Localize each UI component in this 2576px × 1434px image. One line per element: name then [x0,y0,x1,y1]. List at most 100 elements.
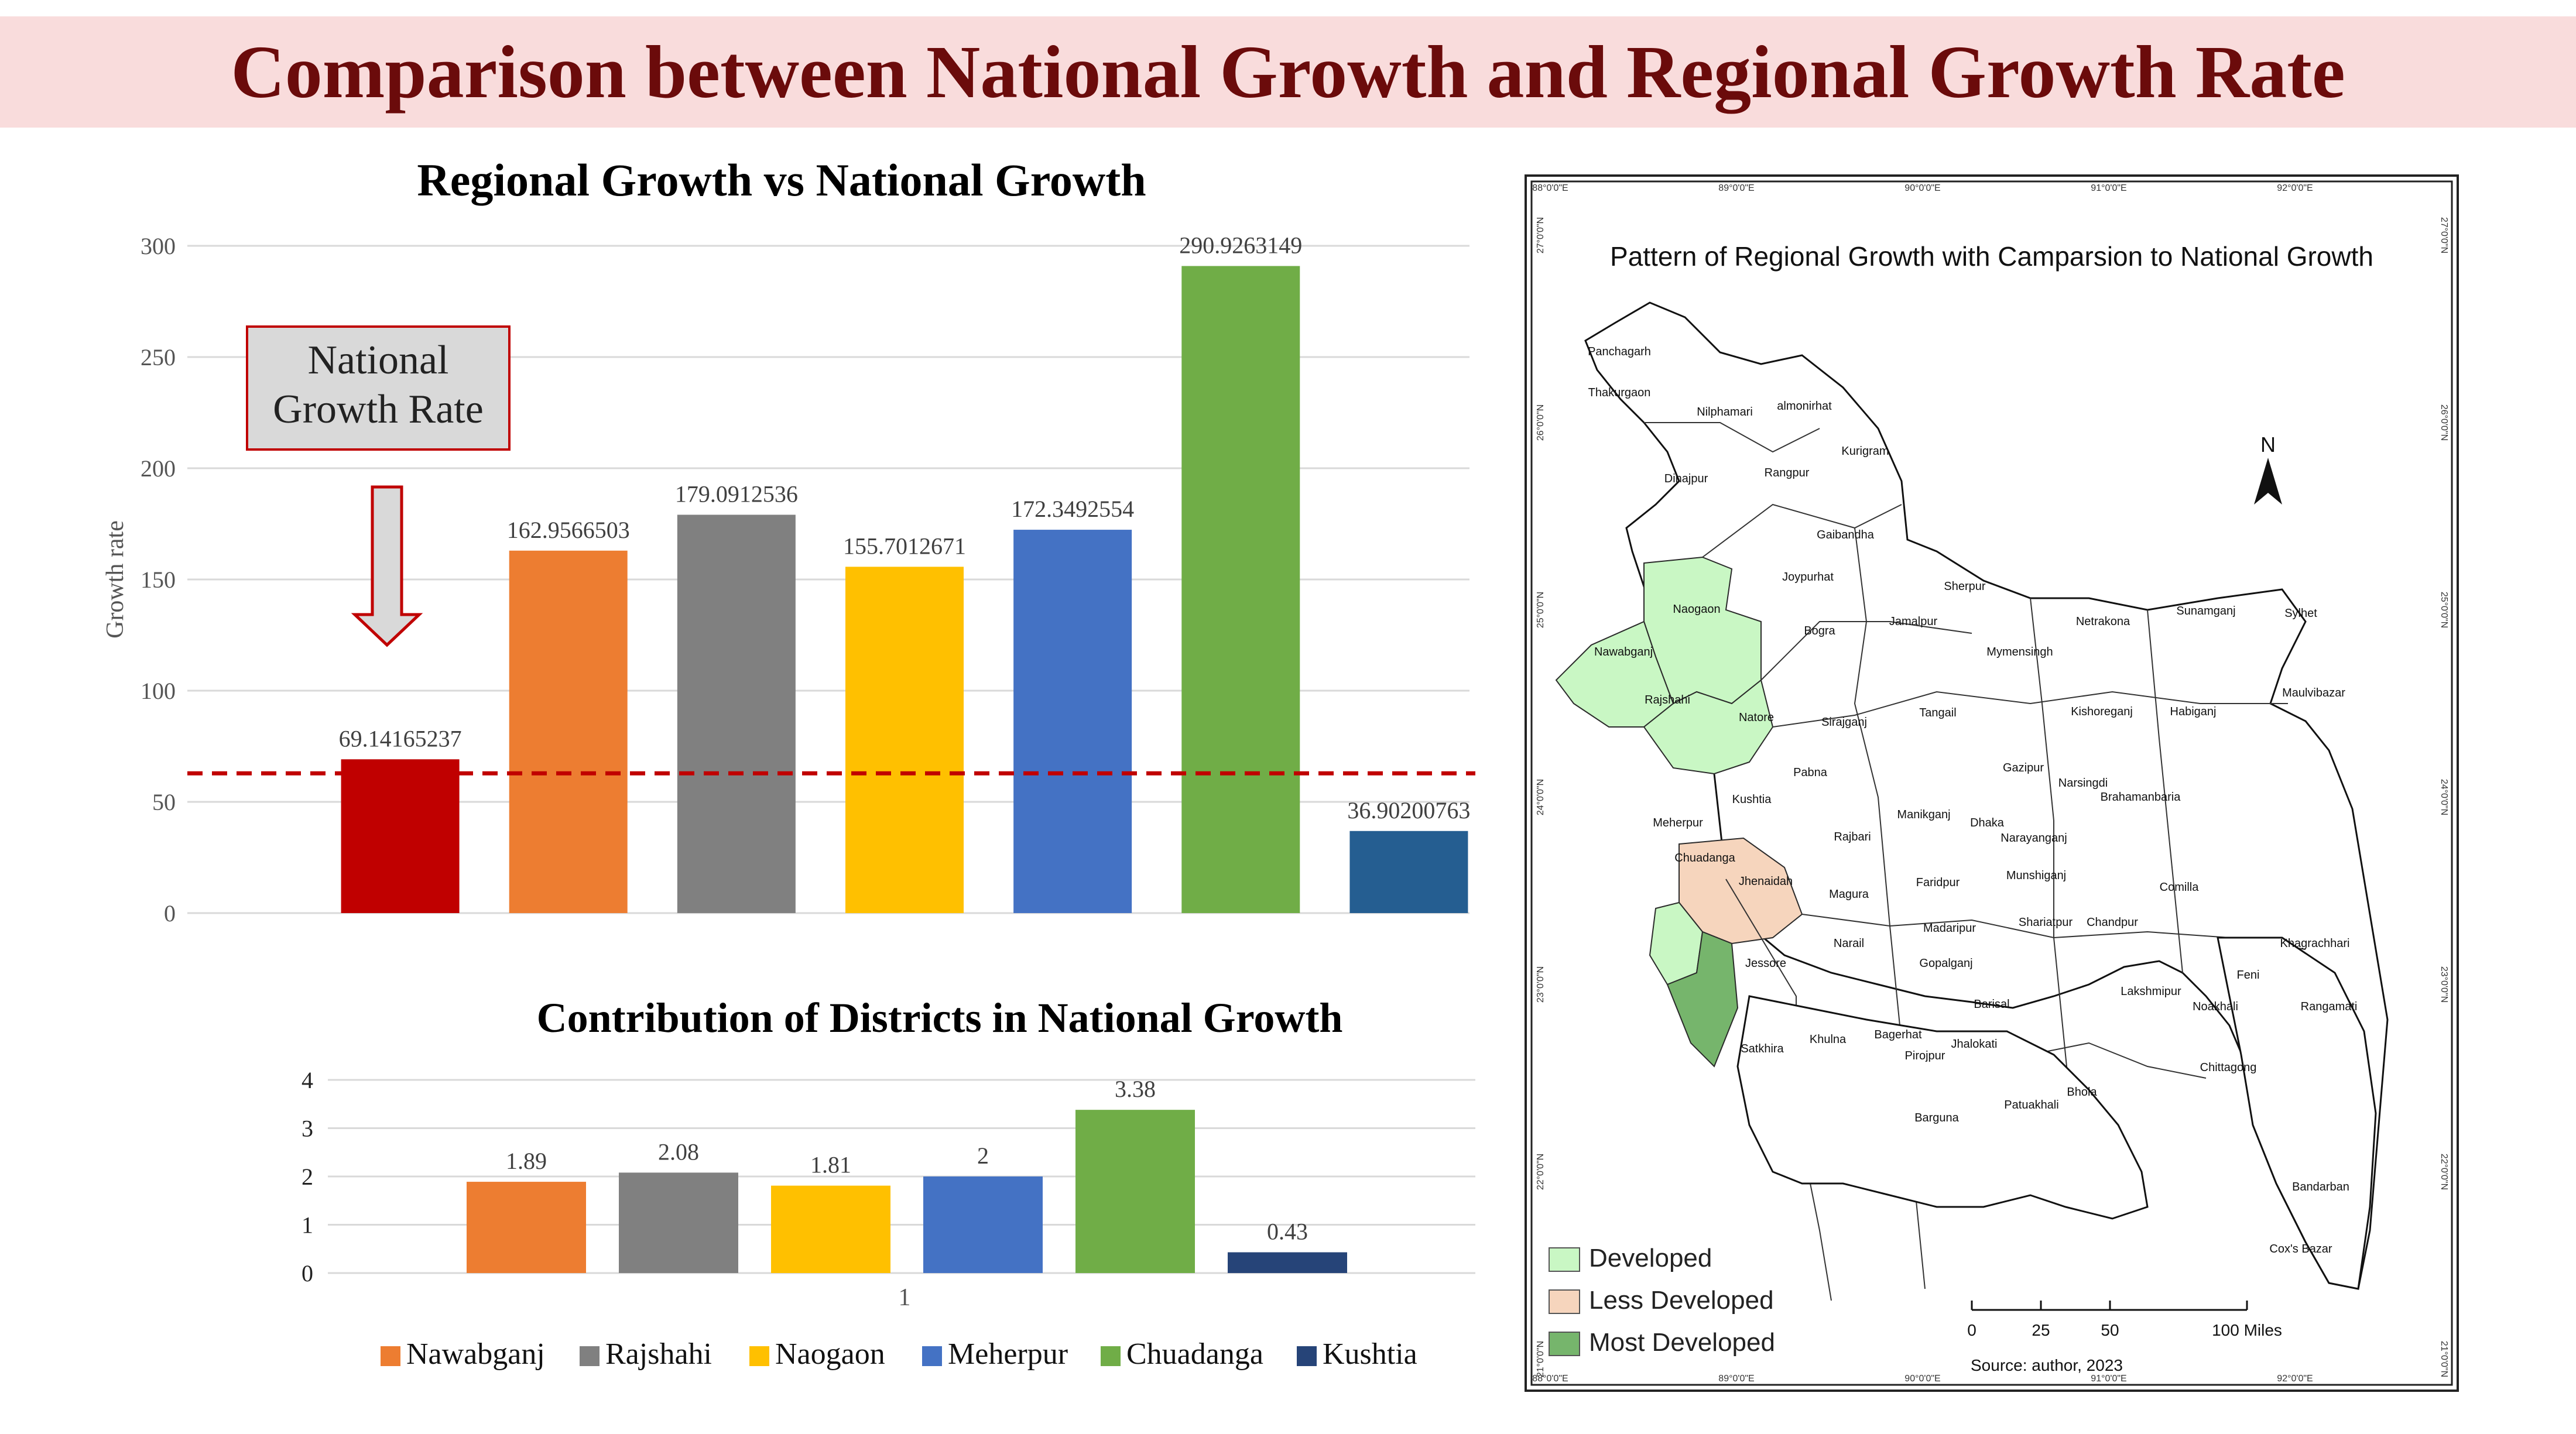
chart1-y-tick-label: 300 [141,233,176,259]
district-label: Mymensingh [1986,646,2053,658]
district-label: Tangail [1919,706,1956,719]
north-label: N [2260,433,2276,457]
legend-label-naogaon: Naogaon [775,1337,885,1371]
district-label: Gaibandha [1817,529,1875,541]
chart1-data-label: 162.9566503 [507,517,630,543]
district-contribution-chart: Contribution of Districts in National Gr… [302,994,1475,1371]
chart1-bar-meherpur [1013,530,1132,913]
longitude-tick-label-bottom: 92°0'0"E [2277,1374,2313,1384]
district-label: Bhola [2067,1086,2097,1099]
legend-swatch-rajshahi [580,1346,600,1366]
legend-swatch-chuadanga [1101,1346,1121,1366]
district-label: Habiganj [2170,705,2217,718]
district-label: Rajshahi [1645,694,1690,706]
chuadanga-region [1666,931,1739,1068]
district-label: Naogaon [1673,603,1720,616]
latitude-tick-label-right: 26°0'0"N [2439,404,2449,441]
district-label: Pirojpur [1905,1049,1945,1062]
district-label: Jhalokati [1951,1038,1998,1051]
district-label: Magura [1829,888,1869,901]
regional-growth-map: 88°0'0"E 88°0'0"E 89°0'0"E 89°0'0"E 90°0'0"E… [1525,174,2459,1392]
district-label: Barguna [1914,1111,1959,1124]
chart1-data-label: 36.90200763 [1347,797,1470,824]
district-label: almonirhat [1777,400,1832,413]
legend-swatch-naogaon [749,1346,769,1366]
chart1-y-tick-label: 0 [164,900,176,927]
district-label: Sherpur [1944,580,1985,593]
latitude-tick-label-right: 27°0'0"N [2439,217,2449,253]
chart2-bar-rajshahi [619,1172,738,1273]
chart1-data-label: 179.0912536 [675,481,798,507]
district-label: Madaripur [1923,922,1976,935]
chart2-data-label: 3.38 [1115,1076,1156,1102]
chart1-title: Regional Growth vs National Growth [417,155,1146,205]
chart2-category-label: 1 [899,1284,911,1311]
latitude-tick-label: 25°0'0"N [1536,592,1546,628]
map-legend-swatch [1549,1332,1580,1356]
district-label: Faridpur [1916,876,1960,889]
chart2-title: Contribution of Districts in National Gr… [537,994,1343,1041]
chart1-data-label: 69.14165237 [339,725,462,752]
district-label: Narayanganj [2000,832,2067,845]
national-growth-annotation-line1: National [307,338,448,383]
district-label: Maulvibazar [2282,687,2345,699]
chart1-data-label: 290.9263149 [1179,232,1302,258]
district-label: Khagrachhari [2280,937,2350,950]
legend-label-kushtia: Kushtia [1323,1337,1417,1371]
chart2-bar-naogaon [771,1185,890,1273]
district-label: Satkhira [1741,1042,1784,1055]
scale-bar: 0 25 50 100 Miles [1967,1301,2282,1339]
district-label: Jamalpur [1889,615,1938,628]
longitude-tick-label-bottom: 89°0'0"E [1718,1374,1754,1384]
district-label: Thakurgaon [1588,386,1651,399]
district-label: Feni [2237,969,2260,982]
latitude-tick-label-right: 23°0'0"N [2439,966,2449,1003]
scale-tick-label: 100 Miles [2212,1321,2282,1339]
chart2-y-tick-label: 2 [302,1164,313,1190]
latitude-tick-label: 22°0'0"N [1536,1154,1546,1190]
district-label: Kishoreganj [2071,705,2133,718]
chart1-bar-nawabganj [509,550,628,913]
national-growth-annotation-box [246,325,511,451]
rajshahi-region [1643,679,1774,775]
longitude-tick-label: 90°0'0"E [1904,183,1940,193]
chart2-y-tick-label: 4 [302,1067,313,1093]
district-label: Rajbari [1834,831,1871,843]
district-label: Manikganj [1897,808,1950,821]
longitude-tick-label: 92°0'0"E [2277,183,2313,193]
down-arrow-icon [351,485,423,647]
district-label: Patuakhali [2004,1099,2058,1111]
chart2-data-label: 0.43 [1267,1219,1308,1245]
north-arrow-icon [2254,458,2282,505]
title-banner: Comparison between National Growth and R… [0,16,2576,128]
district-label: Munshiganj [2006,869,2066,882]
district-label: Brahamanbaria [2101,791,2181,804]
latitude-tick-label: 26°0'0"N [1536,404,1546,441]
legend-label-chuadanga: Chuadanga [1126,1337,1263,1371]
southern-coast [1736,995,2149,1220]
district-label: Bogra [1804,625,1835,637]
district-label: Gopalganj [1919,957,1972,970]
legend-label-rajshahi: Rajshahi [605,1337,712,1371]
district-label: Gazipur [2003,761,2044,774]
district-label: Bagerhat [1874,1028,1922,1041]
chart1-bar-chuadanga [1181,266,1300,913]
district-label: Meherpur [1653,817,1703,829]
legend-swatch-kushtia [1297,1346,1317,1366]
longitude-tick-label-bottom: 90°0'0"E [1904,1374,1940,1384]
latitude-tick-label: 23°0'0"N [1536,966,1546,1003]
legend-label-meherpur: Meherpur [948,1337,1068,1371]
district-label: Sirajganj [1821,716,1867,729]
chart1-data-label: 155.7012671 [843,533,966,559]
map-legend-label: Developed [1589,1244,1712,1272]
district-label: Narsingdi [2058,777,2108,790]
latitude-tick-label-right: 25°0'0"N [2439,592,2449,628]
chart1-y-tick-label: 250 [141,344,176,370]
district-label: Rangamati [2301,1000,2358,1013]
district-label: Joypurhat [1782,571,1834,584]
district-label: Kushtia [1732,793,1772,806]
legend-swatch-nawabganj [381,1346,400,1366]
district-label: Noakhali [2193,1000,2238,1013]
chart2-data-label: 2 [977,1143,989,1169]
latitude-tick-label-right: 24°0'0"N [2439,779,2449,815]
